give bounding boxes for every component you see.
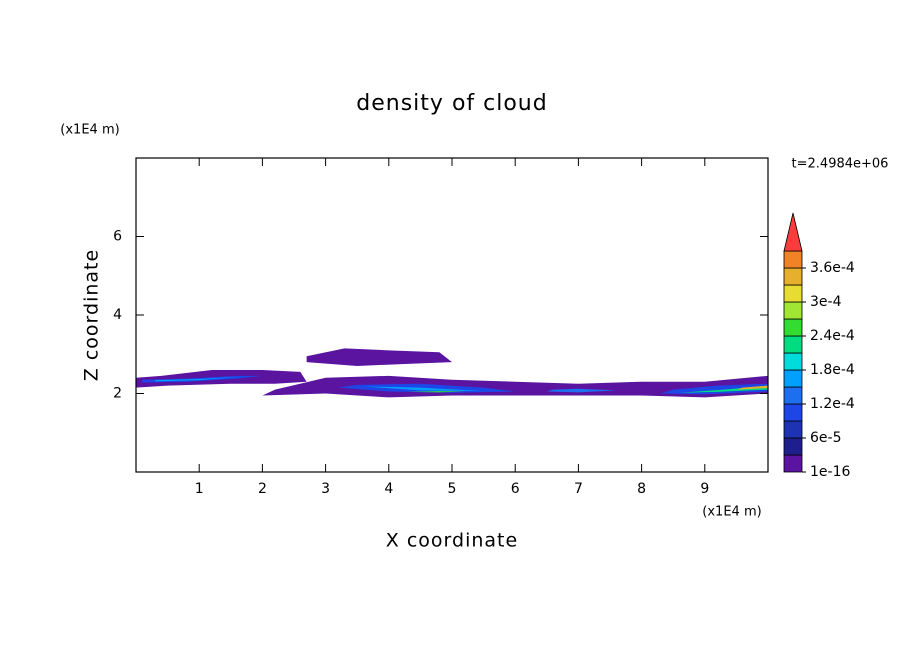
contour-layer (136, 348, 768, 398)
colorbar-label: 1e-16 (810, 464, 850, 480)
colorbar-box (783, 335, 803, 354)
contour-region (154, 377, 238, 382)
y-tick-label: 4 (113, 307, 122, 323)
colorbar-box (783, 284, 803, 303)
contour-region (363, 386, 484, 392)
x-tick-label: 7 (574, 481, 583, 497)
x-tick-label: 5 (448, 481, 457, 497)
x-tick-label: 9 (700, 481, 709, 497)
y-tick-label: 2 (113, 386, 122, 402)
x-axis-label: X coordinate (386, 530, 518, 552)
contour-region (407, 391, 465, 393)
y-axis-label: Z coordinate (81, 249, 103, 381)
contour-region (306, 348, 452, 367)
colorbar-box (783, 250, 803, 269)
contour-region (262, 375, 768, 398)
colorbar-box (783, 318, 803, 337)
colorbar-label: 2.4e-4 (810, 328, 855, 344)
y-unit: (x1E4 m) (60, 123, 119, 138)
contour-region (546, 388, 617, 393)
x-tick-label: 6 (511, 481, 520, 497)
x-tick-label: 3 (321, 481, 330, 497)
x-tick-label: 1 (195, 481, 204, 497)
colorbar-label: 1.2e-4 (810, 396, 855, 412)
colorbar-box (783, 454, 803, 473)
colorbar-extension (783, 212, 803, 252)
x-tick-label: 4 (384, 481, 393, 497)
x-tick-label: 8 (637, 481, 646, 497)
colorbar-box (783, 420, 803, 439)
colorbar-box (783, 403, 803, 422)
colorbar-box (783, 369, 803, 388)
time-annotation: t=2.4984e+06 (792, 157, 889, 172)
colorbar-box (783, 301, 803, 320)
chart-title: density of cloud (356, 91, 547, 116)
colorbar-box (783, 437, 803, 456)
contour-region (736, 385, 768, 390)
colorbar-label: 6e-5 (810, 430, 841, 446)
x-unit: (x1E4 m) (702, 505, 761, 520)
colorbar-box (783, 267, 803, 286)
y-tick-label: 6 (113, 229, 122, 245)
contour-region (660, 383, 768, 395)
colorbar-label: 3.6e-4 (810, 260, 855, 276)
colorbar-box (783, 352, 803, 371)
contour-region (679, 385, 768, 393)
x-tick-label: 2 (258, 481, 267, 497)
colorbar-box (783, 386, 803, 405)
colorbar-label: 3e-4 (810, 294, 842, 310)
colorbar-label: 1.8e-4 (810, 362, 855, 378)
